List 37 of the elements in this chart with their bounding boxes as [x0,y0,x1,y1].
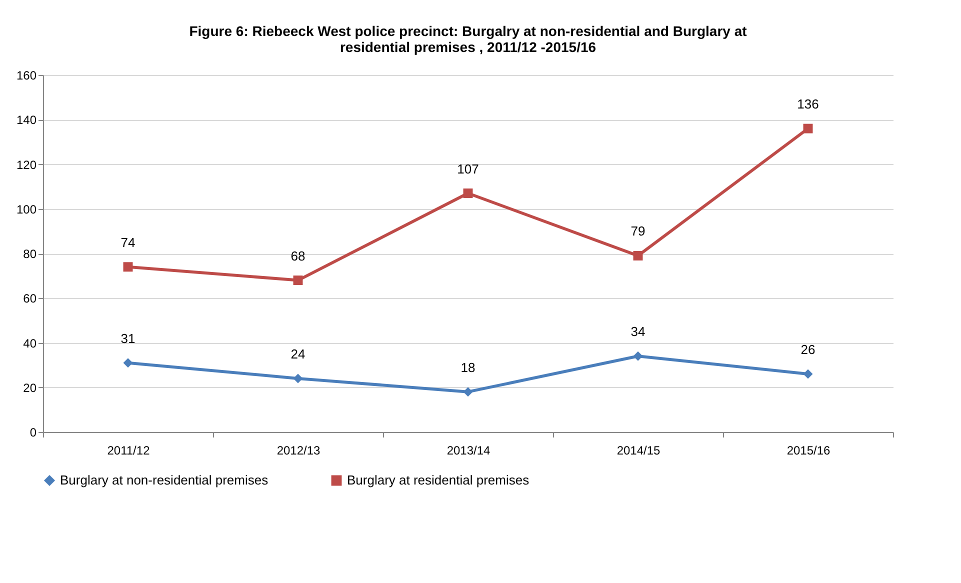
x-tick-label: 2013/14 [446,444,491,458]
y-tick-label: 120 [16,158,37,172]
y-tick-label: 40 [23,336,37,350]
x-tick-label: 2015/16 [786,444,831,458]
data-label: 24 [290,346,306,362]
point [123,358,133,368]
data-label: 34 [630,324,646,340]
point [803,369,813,379]
data-label: 68 [290,248,306,264]
data-label: 136 [797,96,819,112]
point [123,262,133,272]
y-tick-label: 20 [23,380,37,395]
chart-title: Figure 6: Riebeeck West police precinct: Burgalry at non-residential and Burglary at residential premises , 2011/12 -2015/16 [189,23,748,55]
point [293,276,303,286]
data-label: 107 [457,161,479,176]
y-tick-label: 140 [16,113,37,128]
point [463,188,473,198]
point [293,374,303,384]
y-tick-label: 0 [30,426,37,440]
legend-label: Burglary at residential premises [347,472,530,488]
legend-label: Burglary at non-residential premises [60,472,269,488]
x-tick-label: 2011/12 [107,444,150,458]
point [633,250,643,260]
data-label: 74 [120,234,136,250]
y-tick-label: 80 [23,247,37,261]
x-tick-label: 2012/13 [276,444,321,458]
point [803,124,813,134]
y-tick-label: 60 [23,292,37,306]
data-label: 26 [800,342,816,357]
data-label: 31 [120,330,136,346]
data-label: 79 [630,224,646,239]
x-tick-label: 2014/15 [616,444,661,458]
y-tick-label: 160 [16,68,37,82]
point [463,387,473,397]
y-tick-label: 100 [16,202,37,216]
data-label: 18 [460,360,476,375]
point [633,351,643,361]
